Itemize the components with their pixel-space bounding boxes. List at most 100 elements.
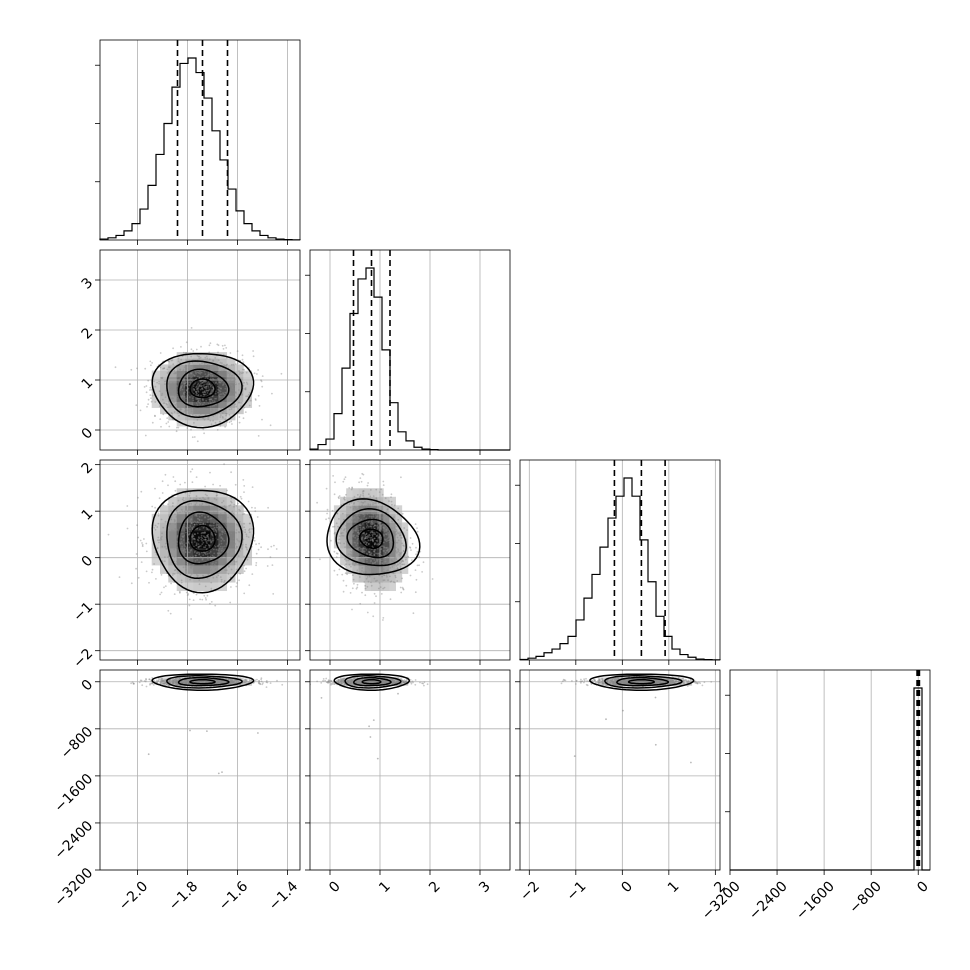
scatter-point xyxy=(248,679,251,681)
scatter-point xyxy=(187,384,189,387)
scatter-point xyxy=(173,543,176,545)
scatter-point xyxy=(202,417,205,420)
scatter-point xyxy=(197,398,199,401)
scatter-point xyxy=(339,681,342,683)
scatter-point xyxy=(235,560,238,563)
scatter-point xyxy=(211,540,214,542)
density-cell xyxy=(358,530,366,540)
scatter-point xyxy=(233,679,235,682)
scatter-point xyxy=(166,372,169,374)
scatter-point xyxy=(210,540,213,543)
scatter-point xyxy=(230,679,232,682)
scatter-point xyxy=(356,682,359,684)
scatter-point xyxy=(191,528,194,530)
density-cell xyxy=(218,530,228,540)
density-cell xyxy=(201,389,211,396)
grid-1-1 xyxy=(329,250,481,450)
scatter-point xyxy=(342,518,345,521)
density-cell xyxy=(193,389,203,396)
scatter-point xyxy=(208,382,211,385)
scatter-point xyxy=(361,504,364,507)
scatter-point xyxy=(383,682,386,685)
scatter-point xyxy=(238,531,241,534)
scatter-point xyxy=(202,428,205,431)
scatter-point xyxy=(375,516,378,519)
scatter-point xyxy=(161,678,163,681)
density-cell xyxy=(210,488,219,498)
scatter-point xyxy=(179,377,182,380)
density-cell xyxy=(401,530,409,540)
scatter-point xyxy=(182,681,185,684)
scatter-point xyxy=(230,398,233,400)
scatter-point xyxy=(377,558,379,561)
scatter-point xyxy=(258,542,260,545)
scatter-point xyxy=(340,678,342,681)
scatter-point xyxy=(199,372,202,375)
scatter-point xyxy=(214,568,217,570)
scatter-point xyxy=(198,553,201,555)
scatter-point xyxy=(206,363,209,366)
scatter-point xyxy=(181,532,184,535)
scatter-point xyxy=(154,401,157,403)
scatter-point xyxy=(161,545,164,548)
scatter-point xyxy=(216,682,219,685)
scatter-point xyxy=(225,543,228,545)
scatter-point xyxy=(388,539,390,542)
density-cell xyxy=(201,556,211,566)
scatter-point xyxy=(218,552,221,555)
scatter-point xyxy=(358,680,361,683)
scatter-point xyxy=(387,681,390,684)
scatter-point xyxy=(373,592,376,595)
scatter-point xyxy=(204,553,207,556)
scatter-point xyxy=(193,523,196,526)
scatter-point xyxy=(203,390,206,393)
scatter-point xyxy=(238,579,241,582)
scatter-point xyxy=(350,535,353,538)
scatter-point xyxy=(366,558,368,561)
scatter-point xyxy=(230,681,232,683)
scatter-point xyxy=(251,573,254,575)
scatter-point xyxy=(234,378,236,381)
scatter-point xyxy=(151,394,154,397)
density-cell xyxy=(389,681,396,686)
scatter-point xyxy=(172,502,174,505)
scatter-point xyxy=(172,681,174,684)
scatter-point xyxy=(255,543,257,546)
scatter-point xyxy=(220,557,223,560)
scatter-point xyxy=(211,408,213,411)
scatter-point xyxy=(233,505,235,508)
scatter-point xyxy=(206,494,208,497)
density-cell xyxy=(243,530,253,540)
density-cell xyxy=(346,505,353,515)
scatter-point xyxy=(230,555,233,558)
density-cell xyxy=(201,352,211,359)
scatter-point xyxy=(204,544,207,547)
scatter-point xyxy=(198,515,201,518)
scatter-point xyxy=(248,528,251,530)
scatter-point xyxy=(352,535,354,537)
scatter-point xyxy=(189,520,192,523)
scatter-point xyxy=(363,496,365,499)
scatter-point xyxy=(140,561,143,563)
scatter-point xyxy=(206,510,209,513)
scatter-point xyxy=(184,680,187,683)
scatter-point xyxy=(237,679,239,682)
scatter-point xyxy=(185,376,188,379)
density-cell xyxy=(193,582,203,592)
scatter-point xyxy=(169,679,171,682)
scatter-point xyxy=(350,683,352,685)
scatter-point xyxy=(405,556,407,559)
scatter-point xyxy=(337,678,340,681)
scatter-point xyxy=(383,680,386,682)
scatter-point xyxy=(168,685,171,687)
scatter-point xyxy=(244,388,247,391)
scatter-point xyxy=(248,391,251,394)
scatter-point xyxy=(231,380,233,382)
scatter-point xyxy=(145,570,148,573)
scatter-point xyxy=(169,681,172,684)
scatter-point xyxy=(197,394,200,396)
scatter-point xyxy=(371,530,374,533)
scatter-point xyxy=(187,681,190,684)
scatter-point xyxy=(169,535,172,538)
